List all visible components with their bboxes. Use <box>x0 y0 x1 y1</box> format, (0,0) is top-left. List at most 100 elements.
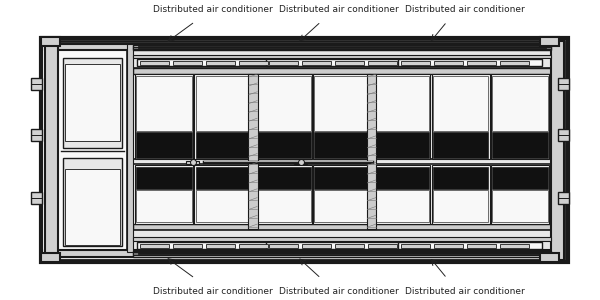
Bar <box>255 76 311 131</box>
Bar <box>248 74 258 229</box>
Bar <box>173 244 202 248</box>
Bar <box>133 159 551 164</box>
Bar <box>136 132 192 158</box>
Text: Distributed air conditioner: Distributed air conditioner <box>279 286 399 296</box>
Bar <box>431 74 490 159</box>
Bar <box>500 61 529 65</box>
Bar <box>266 59 410 66</box>
Bar <box>135 74 193 159</box>
Bar <box>45 40 564 260</box>
Bar <box>491 74 549 159</box>
Bar <box>335 61 364 65</box>
Bar <box>314 76 370 131</box>
Bar <box>45 40 58 260</box>
Bar <box>492 190 548 222</box>
Bar <box>255 190 311 222</box>
Bar <box>127 44 133 252</box>
Bar <box>31 129 42 141</box>
Bar <box>467 61 496 65</box>
Bar <box>63 58 122 148</box>
Bar <box>255 167 311 189</box>
Bar <box>368 244 397 248</box>
Bar <box>313 74 371 159</box>
Bar <box>433 76 488 131</box>
Bar <box>314 190 370 222</box>
Bar <box>491 165 549 224</box>
Text: Distributed air conditioner: Distributed air conditioner <box>405 4 525 14</box>
Bar <box>551 40 564 260</box>
Bar <box>314 132 370 158</box>
Bar <box>401 61 430 65</box>
Bar <box>467 244 496 248</box>
Bar <box>433 190 488 222</box>
Bar <box>173 61 202 65</box>
Bar <box>41 37 60 46</box>
Bar <box>206 61 235 65</box>
Bar <box>133 45 551 50</box>
Bar <box>196 167 251 189</box>
Bar <box>133 237 551 241</box>
Bar <box>65 169 120 244</box>
Bar <box>373 167 429 189</box>
Bar <box>368 61 397 65</box>
Bar <box>65 64 120 142</box>
Bar <box>31 78 42 90</box>
Bar <box>135 165 193 224</box>
Bar <box>133 47 551 49</box>
Bar <box>63 158 122 246</box>
Bar <box>136 76 192 131</box>
Bar <box>254 74 312 159</box>
Bar <box>558 78 569 90</box>
Bar <box>140 61 169 65</box>
Bar <box>133 55 551 58</box>
Bar <box>492 76 548 131</box>
Bar <box>136 190 192 222</box>
Bar <box>194 165 253 224</box>
Bar <box>433 132 488 158</box>
Bar <box>239 61 268 65</box>
Bar <box>255 132 311 158</box>
Bar <box>434 244 463 248</box>
Bar <box>133 251 551 257</box>
Bar <box>133 224 551 230</box>
Bar <box>500 244 529 248</box>
Bar <box>431 165 490 224</box>
Bar <box>540 253 559 262</box>
Bar <box>540 37 559 46</box>
Bar <box>136 167 192 189</box>
Bar <box>434 61 463 65</box>
Bar <box>137 242 289 249</box>
Bar <box>372 165 430 224</box>
Bar <box>133 50 551 68</box>
Bar <box>373 132 429 158</box>
Bar <box>558 129 569 141</box>
Bar <box>45 250 564 256</box>
Bar <box>401 244 430 248</box>
Bar <box>492 167 548 189</box>
Bar <box>41 253 60 262</box>
Text: Distributed air conditioner: Distributed air conditioner <box>405 286 525 296</box>
Bar <box>335 244 364 248</box>
Bar <box>140 244 169 248</box>
Bar <box>398 242 542 249</box>
Bar <box>398 59 542 66</box>
Bar <box>41 38 568 262</box>
Bar <box>373 190 429 222</box>
Bar <box>302 244 331 248</box>
Bar <box>196 132 251 158</box>
Bar <box>31 192 42 204</box>
Bar <box>196 76 251 131</box>
Bar <box>266 242 410 249</box>
Bar <box>367 74 376 229</box>
Bar <box>137 59 289 66</box>
Bar <box>133 68 551 230</box>
Bar <box>302 61 331 65</box>
Bar <box>294 160 307 164</box>
Bar <box>239 244 268 248</box>
Bar <box>433 167 488 189</box>
Bar <box>58 44 127 252</box>
Bar <box>186 160 199 164</box>
Bar <box>206 244 235 248</box>
Bar <box>313 165 371 224</box>
Text: Distributed air conditioner: Distributed air conditioner <box>153 286 273 296</box>
